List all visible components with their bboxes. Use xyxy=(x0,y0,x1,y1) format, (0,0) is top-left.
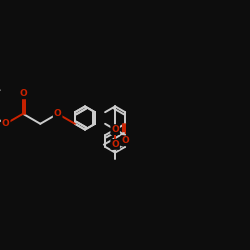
Text: O: O xyxy=(111,140,119,149)
Text: O: O xyxy=(121,136,129,145)
Text: O: O xyxy=(111,125,119,134)
Text: O: O xyxy=(2,119,10,128)
Text: O: O xyxy=(54,109,62,118)
Text: O: O xyxy=(19,89,27,98)
